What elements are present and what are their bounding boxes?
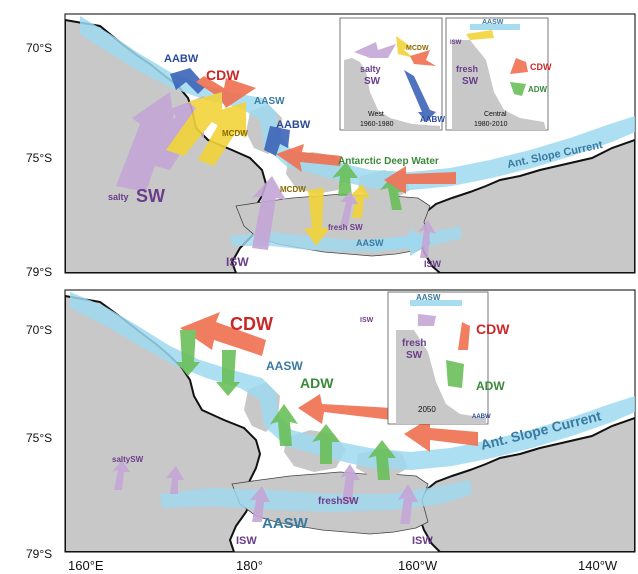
arrow-cdw-east-top bbox=[384, 166, 456, 194]
label-aasw-bottom-top: AASW bbox=[356, 238, 384, 248]
inset-2050-year: 2050 bbox=[418, 405, 436, 414]
inset-west-sw: SW bbox=[364, 76, 381, 87]
label-fresh-sw-bottom: freshSW bbox=[318, 496, 359, 507]
bottom-map-panel: CDW AASW ADW Ant. Slope Current saltySW … bbox=[26, 289, 636, 561]
arrow-aabw-mid-top bbox=[264, 126, 290, 156]
arrow-sw-left-bottom bbox=[166, 466, 184, 494]
inset-central-cdw: CDW bbox=[530, 62, 552, 72]
inset-2050-isw: ISW bbox=[360, 317, 374, 324]
label-salty-sw-bottom: saltySW bbox=[112, 455, 144, 464]
inset-2050-fresh: fresh bbox=[402, 338, 426, 349]
arrow-aabw-west-top bbox=[170, 68, 206, 94]
label-adw-bottom: ADW bbox=[300, 375, 334, 391]
inset-central-aasw: AASW bbox=[482, 19, 504, 26]
arrow-adw-left2-bottom bbox=[216, 350, 240, 396]
inset-central-adw: ADW bbox=[528, 85, 548, 94]
inset-west-caption1: West bbox=[368, 111, 384, 118]
label-antarctic-deep-water: Antarctic Deep Water bbox=[338, 156, 439, 167]
inset-2050-aabw: AABW bbox=[472, 414, 491, 420]
arrow-sw-fresh-top bbox=[340, 192, 358, 226]
lat-label-top-75: 75°S bbox=[26, 151, 52, 165]
top-map-panel: AABW CDW AASW AABW MCDW MCDW salty SW An… bbox=[26, 13, 636, 279]
inset-central-fresh: fresh bbox=[456, 64, 478, 74]
land-marie-byrd-top bbox=[416, 138, 635, 273]
inset-west-mcdw: MCDW bbox=[406, 45, 429, 52]
inset-2050-aasw: AASW bbox=[416, 293, 441, 302]
inset-west-caption2: 1960-1980 bbox=[360, 121, 394, 128]
inset-central-sw: SW bbox=[462, 76, 479, 87]
arrow-sw-isw-left-bottom bbox=[250, 486, 270, 522]
inset-west-aabw: AABW bbox=[420, 115, 445, 124]
arrow-mcdw-a-top bbox=[166, 92, 222, 156]
lon-label-160w: 160°W bbox=[398, 558, 438, 573]
land-marie-byrd-bottom bbox=[416, 416, 635, 552]
lat-label-top-79: 79°S bbox=[26, 265, 52, 279]
label-sw-top: SW bbox=[136, 186, 165, 206]
label-isw-right-top: ISW bbox=[424, 259, 442, 269]
arrow-cdw-mid-top bbox=[276, 144, 342, 172]
arrow-cdw-top bbox=[196, 76, 256, 108]
arrow-sw-isw-right-bottom bbox=[398, 484, 418, 524]
label-aasw-mid-top: AASW bbox=[254, 96, 285, 107]
inset-central: AASW ISW fresh SW CDW ADW Central 1980-2… bbox=[445, 17, 552, 131]
arrow-adw-mid3-bottom bbox=[368, 440, 396, 480]
arrow-mcdw-b-top bbox=[198, 102, 246, 166]
label-fresh-sw-top: fresh SW bbox=[328, 223, 363, 232]
lon-label-180: 180° bbox=[236, 558, 263, 573]
arrow-sw-left2-top bbox=[148, 96, 204, 170]
lat-label-bottom-75: 75°S bbox=[26, 431, 52, 445]
arrow-adw-1-top bbox=[332, 162, 358, 196]
inset-2050-adw: ADW bbox=[476, 379, 505, 393]
arrow-sw-fresh-bottom bbox=[340, 464, 360, 502]
label-aabw-mid-top: AABW bbox=[276, 119, 311, 131]
arrow-sw-salty-top bbox=[116, 92, 176, 192]
label-cdw-bottom: CDW bbox=[230, 314, 273, 334]
arrow-aasw-bottom-top bbox=[370, 228, 430, 256]
arrow-adw-mid1-bottom bbox=[270, 404, 298, 446]
lat-label-bottom-79: 79°S bbox=[26, 547, 52, 561]
lon-label-140w: 140°W bbox=[578, 558, 618, 573]
label-aabw-west: AABW bbox=[164, 53, 199, 65]
label-isw-left-top: ISW bbox=[226, 255, 249, 269]
arrow-yellow-small-top bbox=[350, 184, 370, 218]
label-isw-right-bottom: ISW bbox=[412, 535, 433, 547]
label-cdw-top: CDW bbox=[206, 67, 240, 83]
label-mcdw-a: MCDW bbox=[222, 129, 248, 138]
inset-central-caption1: Central bbox=[484, 111, 507, 118]
arrow-sw-salty-bottom bbox=[112, 460, 130, 490]
arrow-sw-isw-right-top bbox=[418, 220, 436, 258]
label-mcdw-b: MCDW bbox=[280, 185, 306, 194]
label-isw-left-bottom: ISW bbox=[236, 535, 257, 547]
arrow-adw-left1-bottom bbox=[176, 330, 200, 376]
arrow-adw-mid2-bottom bbox=[312, 424, 340, 464]
arrow-cdw-mid-bottom bbox=[298, 394, 392, 424]
arrow-cdw-bottom bbox=[180, 312, 266, 356]
arrow-sw-isw-top bbox=[252, 176, 286, 250]
arrow-cdw-east-bottom bbox=[404, 418, 478, 452]
lon-label-160e: 160°E bbox=[68, 558, 104, 573]
lat-label-bottom-70: 70°S bbox=[26, 323, 52, 337]
inset-west-salty: salty bbox=[360, 64, 381, 74]
inset-west: salty SW MCDW AABW West 1960-1980 bbox=[339, 17, 445, 131]
bank-west-bottom bbox=[140, 414, 198, 478]
label-aasw-upper-bottom: AASW bbox=[266, 359, 303, 373]
inset-central-isw: ISW bbox=[450, 40, 462, 46]
inset-central-caption2: 1980-2010 bbox=[474, 121, 508, 128]
shelf-front-current-bottom bbox=[160, 480, 472, 512]
inset-2050: AASW ISW fresh SW CDW ADW 2050 AABW bbox=[360, 291, 510, 425]
lat-label-top-70: 70°S bbox=[26, 41, 52, 55]
label-salty-top: salty bbox=[108, 192, 129, 202]
inset-2050-cdw: CDW bbox=[476, 321, 510, 337]
arrow-mcdw-down-top bbox=[304, 188, 330, 246]
inset-2050-sw: SW bbox=[406, 350, 423, 361]
label-aasw-lower-bottom: AASW bbox=[262, 515, 309, 532]
